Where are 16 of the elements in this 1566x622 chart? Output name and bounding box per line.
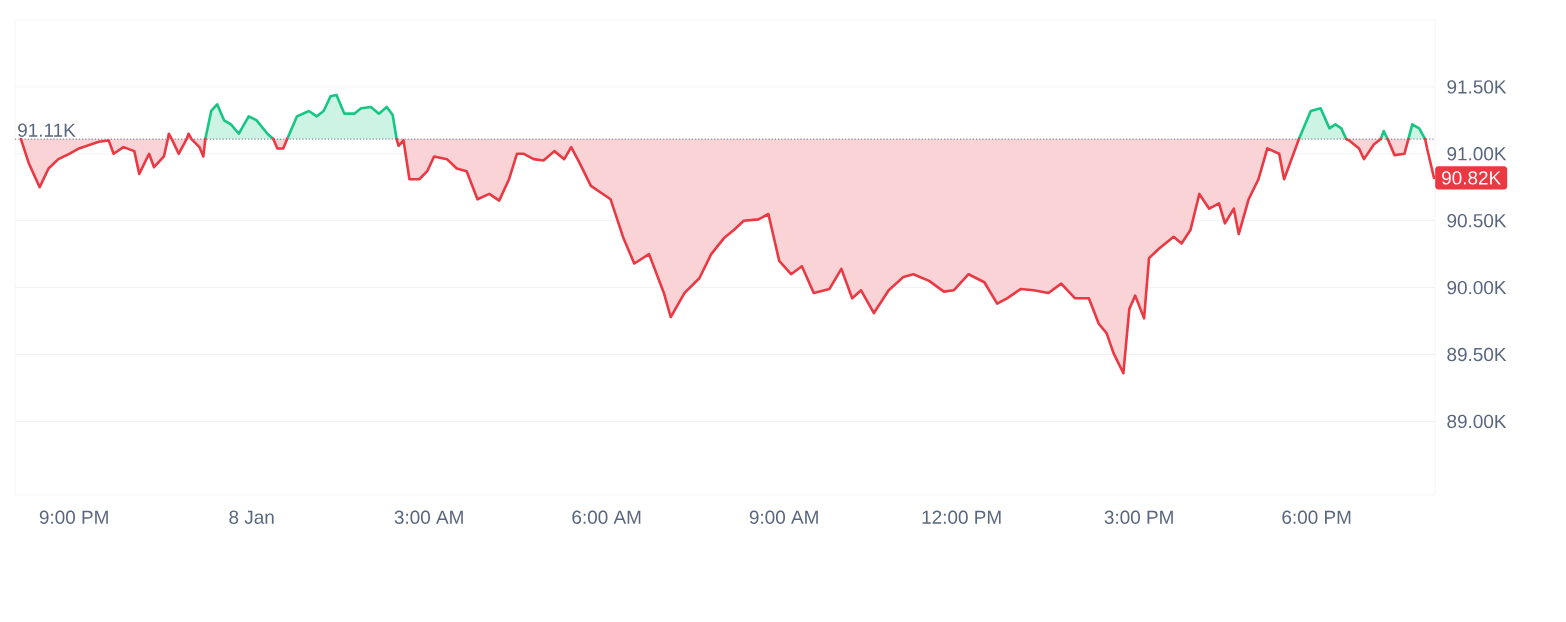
x-tick-label: 3:00 PM: [1104, 510, 1173, 524]
y-tick-label: 89.00K: [1447, 414, 1507, 429]
y-tick-label: 89.50K: [1447, 347, 1507, 362]
x-tick-label: 9:00 PM: [39, 510, 108, 524]
x-tick-label: 9:00 AM: [749, 510, 818, 524]
y-tick-label: 91.50K: [1447, 80, 1507, 94]
y-tick-label: 90.00K: [1447, 280, 1507, 295]
x-tick-label: 12:00 PM: [922, 510, 1001, 524]
annotation: 90.82K: [1442, 171, 1501, 185]
x-tick-label: 8 Jan: [229, 510, 274, 524]
y-tick-label: 91.00K: [1447, 147, 1507, 161]
x-tick-label: 3:00 AM: [394, 510, 463, 524]
x-tick-label: 6:00 PM: [1282, 510, 1351, 524]
x-tick-label: 6:00 AM: [572, 510, 641, 524]
ref-line-label: 91.11K: [18, 123, 76, 137]
y-tick-label: 90.50K: [1447, 214, 1507, 228]
